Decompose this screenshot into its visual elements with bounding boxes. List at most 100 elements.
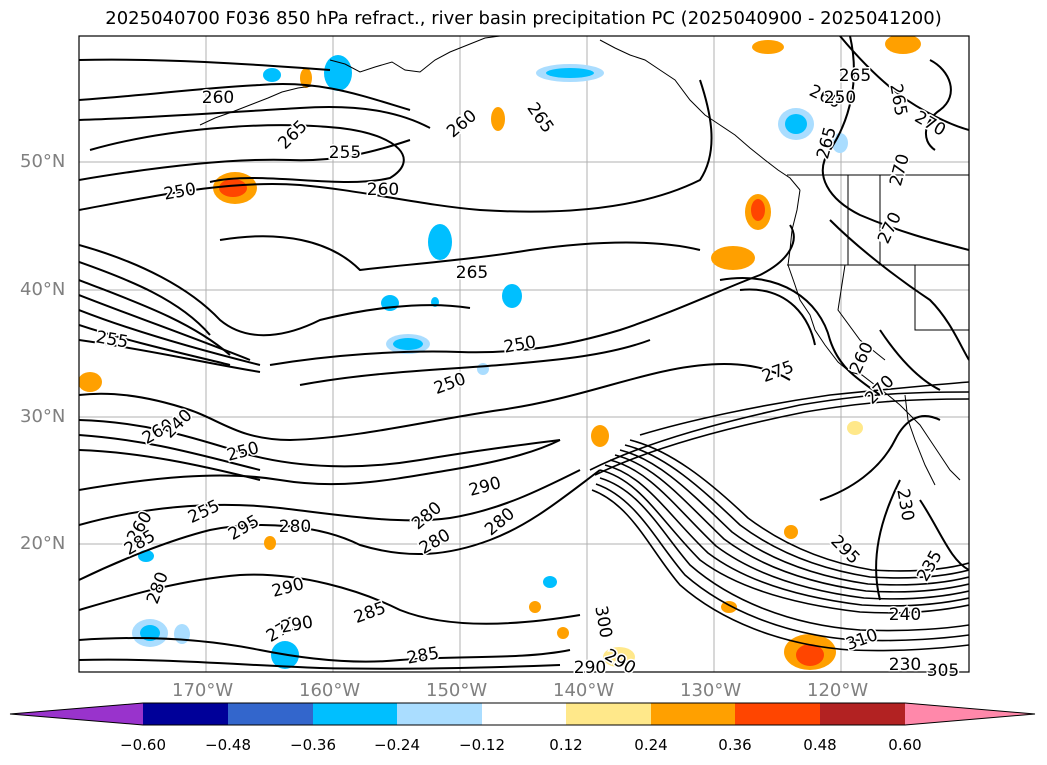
contour-label: 235 bbox=[913, 547, 947, 585]
colorbar-swatch bbox=[143, 703, 228, 725]
lon-label-120w: 120°W bbox=[807, 680, 869, 701]
contour-label: 250 bbox=[824, 88, 856, 108]
colorbar-swatch bbox=[735, 703, 820, 725]
precip-blob bbox=[529, 601, 541, 613]
contour-label: 250 bbox=[502, 332, 537, 357]
precip-blob bbox=[752, 40, 784, 54]
precip-blob bbox=[721, 601, 737, 613]
contour-label: 265 bbox=[839, 66, 871, 86]
precip-blob bbox=[796, 644, 824, 666]
colorbar-tick: 0.36 bbox=[718, 736, 752, 754]
colorbar-swatch bbox=[228, 703, 313, 725]
contour-label: 290 bbox=[467, 473, 504, 501]
colorbar-tick: 0.24 bbox=[634, 736, 668, 754]
contour-label: 240 bbox=[889, 605, 921, 625]
precip-blob bbox=[324, 55, 352, 91]
contour-label: 255 bbox=[329, 143, 361, 163]
precip-blob bbox=[502, 284, 522, 308]
lat-label-30n: 30°N bbox=[20, 406, 66, 427]
contour-label: 250 bbox=[225, 438, 262, 466]
precip-blob bbox=[264, 536, 276, 550]
contour-label: 265 bbox=[274, 116, 311, 153]
graticule bbox=[79, 36, 969, 672]
contour-label: 295 bbox=[225, 511, 263, 545]
colorbar-swatch bbox=[820, 703, 905, 725]
contour-label: 280 bbox=[279, 517, 311, 537]
precip-blob bbox=[477, 363, 489, 375]
contour-label: 285 bbox=[351, 598, 388, 628]
colorbar-extend-high bbox=[905, 703, 1035, 725]
lon-label-170w: 170°W bbox=[172, 680, 234, 701]
contour-label: 295 bbox=[826, 531, 863, 568]
lon-label-130w: 130°W bbox=[680, 680, 742, 701]
contour-label: 300 bbox=[590, 604, 615, 639]
contour-label: 260 bbox=[202, 88, 234, 108]
contour-label: 270 bbox=[886, 152, 914, 189]
contour-label: 275 bbox=[759, 357, 796, 387]
precip-blob bbox=[428, 224, 452, 260]
contour-label: 265 bbox=[885, 82, 910, 117]
contour-label: 305 bbox=[927, 661, 959, 681]
contour-label: 270 bbox=[874, 209, 906, 247]
colorbar-extend-low bbox=[10, 703, 143, 725]
contour-label: 290 bbox=[601, 645, 639, 679]
colorbar-tick: −0.24 bbox=[374, 736, 420, 754]
contour-label: 260 bbox=[367, 180, 399, 200]
map-frame bbox=[78, 35, 970, 673]
precip-blob bbox=[847, 421, 863, 435]
precip-blob bbox=[603, 647, 635, 667]
contour-label: 285 bbox=[405, 643, 440, 668]
refractivity-contours bbox=[79, 36, 969, 670]
contour-label: 230 bbox=[892, 487, 917, 522]
colorbar-tick: 0.12 bbox=[549, 736, 583, 754]
map-title: 2025040700 F036 850 hPa refract., river … bbox=[105, 8, 942, 29]
precip-blob bbox=[885, 36, 921, 54]
precip-blob bbox=[393, 338, 423, 350]
contour-label: 290 bbox=[574, 658, 606, 678]
colorbar-swatch bbox=[482, 703, 566, 725]
contour-label: 265 bbox=[523, 99, 558, 137]
contour-label: 265 bbox=[813, 125, 841, 162]
precip-blob bbox=[751, 199, 765, 221]
contour-label: 270 bbox=[911, 107, 949, 141]
contour-label: 260 bbox=[846, 339, 878, 377]
contour-label: 290 bbox=[279, 612, 314, 637]
contour-label: 280 bbox=[143, 569, 173, 606]
contour-label: 230 bbox=[889, 655, 921, 675]
contour-label: 255 bbox=[94, 327, 129, 352]
precip-blob bbox=[784, 525, 798, 539]
colorbar-tick: 0.60 bbox=[888, 736, 922, 754]
precip-blob bbox=[557, 627, 569, 639]
contour-label: 255 bbox=[185, 496, 223, 528]
lon-label-150w: 150°W bbox=[426, 680, 488, 701]
colorbar bbox=[9, 702, 1036, 726]
precip-blob bbox=[300, 68, 312, 88]
colorbar-tick: −0.12 bbox=[459, 736, 505, 754]
contour-label: 250 bbox=[162, 179, 197, 204]
colorbar-swatch bbox=[651, 703, 735, 725]
precip-blob bbox=[543, 576, 557, 588]
colorbar-swatch bbox=[313, 703, 397, 725]
contour-label: 260 bbox=[443, 106, 481, 142]
colorbar-tick: −0.36 bbox=[290, 736, 336, 754]
precip-blob bbox=[263, 68, 281, 82]
lon-label-160w: 160°W bbox=[299, 680, 361, 701]
precip-blob bbox=[546, 68, 594, 78]
contour-band bbox=[589, 381, 969, 652]
colorbar-tick: 0.48 bbox=[803, 736, 837, 754]
precip-blob bbox=[79, 372, 102, 392]
precip-blob bbox=[140, 625, 160, 641]
colorbar-tick: −0.60 bbox=[120, 736, 166, 754]
precip-blob bbox=[491, 107, 505, 131]
precip-blob bbox=[785, 114, 807, 134]
contour-label: 250 bbox=[431, 369, 468, 399]
precip-blob bbox=[591, 425, 609, 447]
colorbar-swatch bbox=[397, 703, 482, 725]
precip-blob bbox=[711, 246, 755, 270]
map-panel bbox=[79, 36, 969, 672]
lat-label-40n: 40°N bbox=[20, 279, 66, 300]
precip-blob bbox=[832, 133, 848, 153]
colorbar-swatch bbox=[566, 703, 651, 725]
